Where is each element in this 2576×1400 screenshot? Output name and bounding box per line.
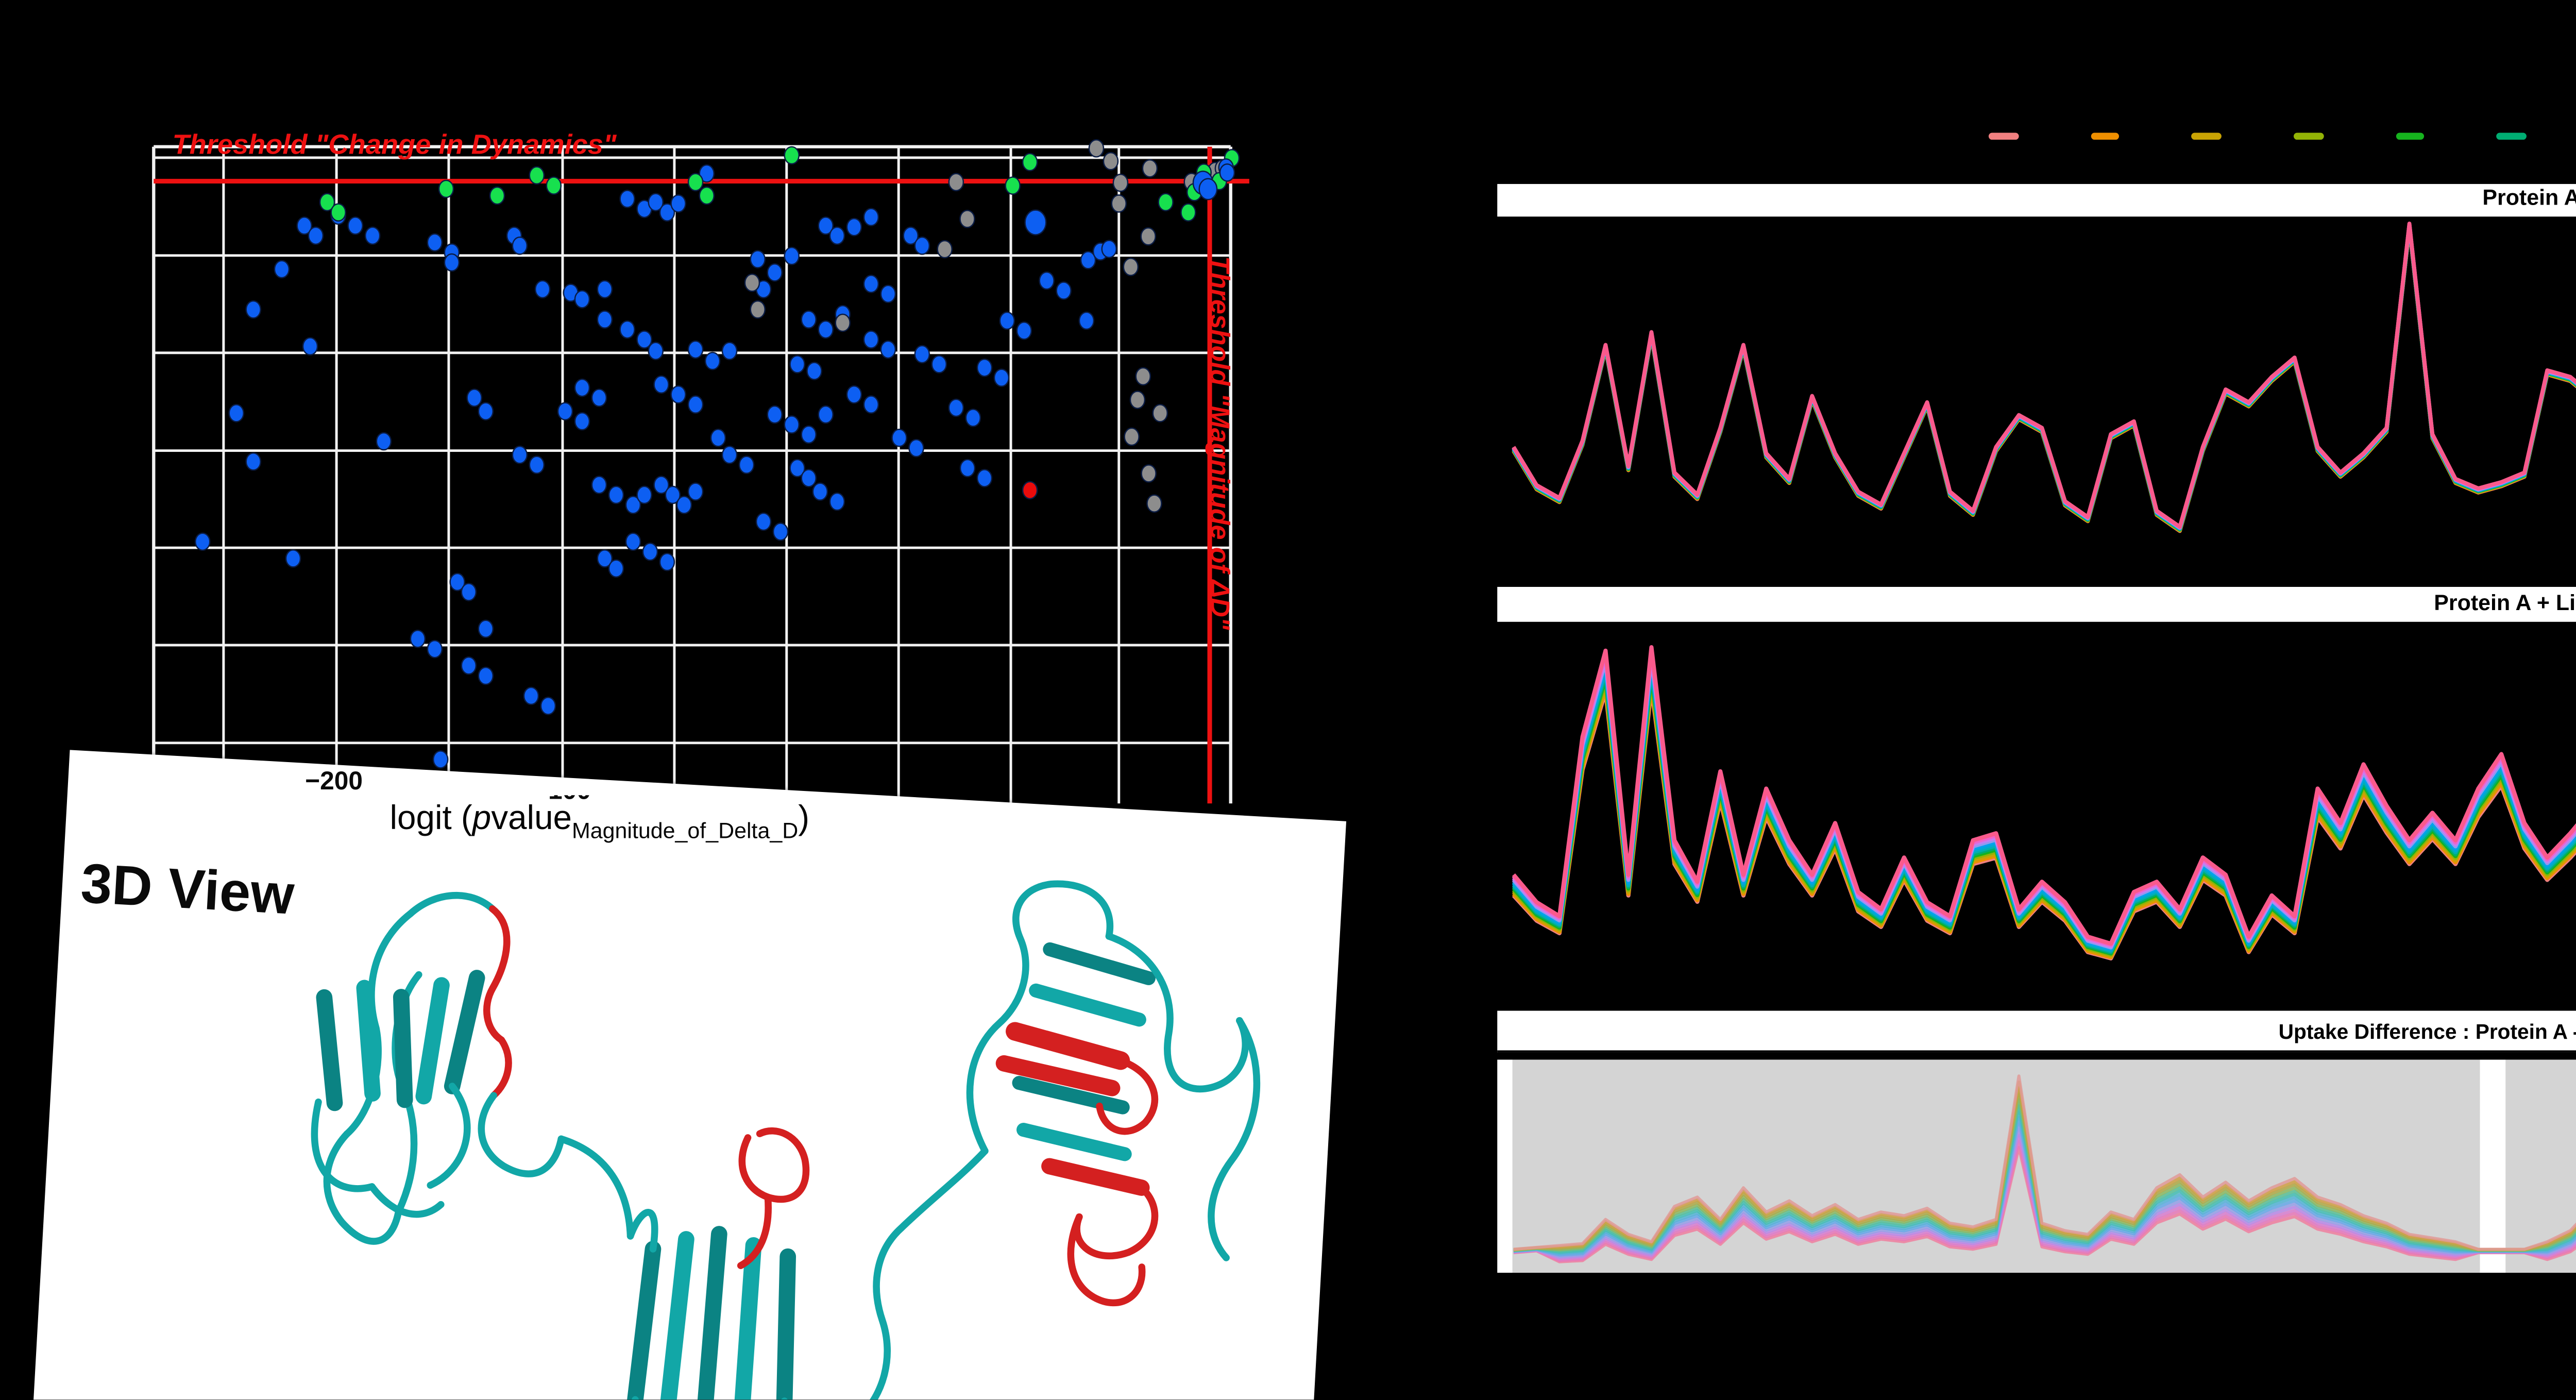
legend-swatch-5 [2395, 131, 2425, 141]
threshold-dynamics-label: Threshold "Change in Dynamics" [172, 128, 617, 161]
legend-swatch-3 [2192, 131, 2222, 141]
3d-view-panel: 3D View [30, 750, 1347, 1400]
legend-swatch-2 [2090, 131, 2120, 141]
volcano-plot [152, 139, 1249, 804]
legend-swatch-4 [2293, 131, 2323, 141]
uptake-charts [1497, 222, 2576, 1273]
x-tick-minus-100: −100 [533, 795, 591, 806]
chart2-title-bar: Protein A + Ligand [1497, 587, 2576, 622]
chart3-title-bar: Uptake Difference : Protein A - (Protein… [1497, 1010, 2576, 1054]
chart2-title: Protein A + Ligand [2434, 592, 2576, 618]
volcano-x-axis-label: logit (pvalueMagnitude_of_Delta_D) [389, 801, 810, 846]
x-tick-minus-200: −200 [305, 768, 363, 797]
chart1-title-bar: Protein A [1497, 183, 2576, 216]
threshold-magnitude-label: Threshold "Magnitude of ΔD" [1204, 256, 1232, 630]
protein-ribbon [311, 880, 1261, 1400]
chart3-title: Uptake Difference : Protein A - (Protein… [2278, 1019, 2576, 1042]
legend-swatch-1 [1988, 131, 2018, 141]
timepoint-legend [0, 0, 2576, 163]
legend-swatch-6 [2497, 131, 2527, 141]
chart1-title: Protein A [2482, 187, 2576, 213]
